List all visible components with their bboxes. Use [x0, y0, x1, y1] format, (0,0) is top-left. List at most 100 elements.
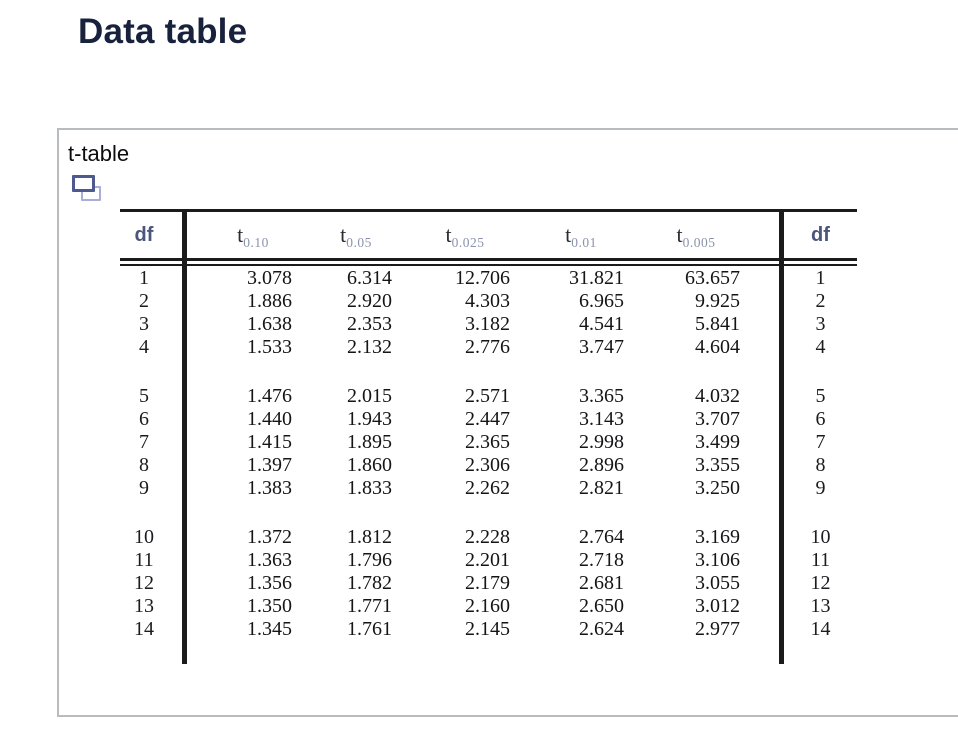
header-df-left: df: [134, 223, 154, 246]
t-value-cell: 9.925: [695, 290, 740, 312]
tail-zone: [740, 454, 779, 477]
df-cell-right: 3: [815, 313, 826, 335]
t-value-cell: 2.764: [579, 526, 624, 548]
t-table-header-row: df t0.10 t0.05 t0.025 t0.01 t0.005 df: [120, 212, 857, 258]
t-value-cell: 2.353: [347, 313, 392, 335]
df-cell-right: 8: [815, 454, 826, 476]
t-value-cell: 4.541: [579, 313, 624, 335]
df-cell-right: 2: [815, 290, 826, 312]
t-value-cell: 1.833: [347, 477, 392, 499]
t-value-cell: 2.681: [579, 572, 624, 594]
table-row: 2 1.886 2.920 4.303 6.965 9.925 2: [120, 290, 857, 313]
t-value-cell: 2.650: [579, 595, 624, 617]
table-row: 13 1.350 1.771 2.160 2.650 3.012 13: [120, 595, 857, 618]
df-cell-left: 2: [139, 290, 149, 312]
header-t-0.10: t0.10: [237, 222, 269, 250]
t-value-cell: 3.747: [579, 336, 624, 358]
df-cell-left: 6: [139, 408, 149, 430]
t-value-cell: 3.055: [695, 572, 740, 594]
t-value-cell: 1.771: [347, 595, 392, 617]
tail-zone: [740, 595, 779, 618]
t-value-cell: 2.896: [579, 454, 624, 476]
t-table-row-group: 10 1.372 1.812 2.228 2.764 3.169 10 11 1.363 1.79…: [120, 526, 857, 641]
t-value-cell: 1.440: [247, 408, 292, 430]
tail-zone: [740, 267, 779, 290]
df-cell-left: 5: [139, 385, 149, 407]
t-value-cell: 1.356: [247, 572, 292, 594]
t-value-cell: 2.998: [579, 431, 624, 453]
df-cell-left: 14: [134, 618, 154, 640]
tail-zone: [740, 549, 779, 572]
df-cell-right: 11: [810, 549, 831, 571]
df-cell-right: 7: [815, 431, 826, 453]
page-title: Data table: [78, 12, 248, 51]
df-cell-right: 10: [810, 526, 831, 548]
copy-icon[interactable]: [72, 175, 102, 202]
t-value-cell: 3.355: [695, 454, 740, 476]
t-value-cell: 1.812: [347, 526, 392, 548]
t-value-cell: 4.303: [465, 290, 510, 312]
tail-zone: [740, 336, 779, 359]
df-cell-left: 8: [139, 454, 149, 476]
df-cell-right: 14: [810, 618, 831, 640]
t-value-cell: 1.372: [247, 526, 292, 548]
t-value-cell: 2.262: [465, 477, 510, 499]
df-cell-left: 4: [139, 336, 149, 358]
t-value-cell: 6.965: [579, 290, 624, 312]
df-cell-left: 9: [139, 477, 149, 499]
table-header-double-rule: [120, 258, 857, 266]
table-row: 14 1.345 1.761 2.145 2.624 2.977 14: [120, 618, 857, 641]
t-value-cell: 3.106: [695, 549, 740, 571]
table-row: 3 1.638 2.353 3.182 4.541 5.841 3: [120, 313, 857, 336]
df-cell-right: 5: [815, 385, 826, 407]
table-row: 12 1.356 1.782 2.179 2.681 3.055 12: [120, 572, 857, 595]
header-df-right: df: [811, 223, 830, 246]
t-value-cell: 2.306: [465, 454, 510, 476]
df-cell-left: 3: [139, 313, 149, 335]
header-t-0.005: t0.005: [676, 222, 716, 250]
df-cell-left: 1: [139, 267, 149, 289]
tail-zone: [740, 385, 779, 408]
tail-zone: [740, 572, 779, 595]
header-t-0.05: t0.05: [340, 222, 372, 250]
copy-icon-front-rect: [72, 175, 95, 192]
panel-title: t-table: [68, 141, 130, 166]
table-vertical-rule-left: [182, 209, 187, 664]
t-value-cell: 2.179: [465, 572, 510, 594]
table-row: 10 1.372 1.812 2.228 2.764 3.169 10: [120, 526, 857, 549]
t-table-panel: t-table df t0.10 t0.05 t0.025 t0.01 t0.0…: [57, 128, 958, 717]
t-value-cell: 2.718: [579, 549, 624, 571]
t-value-cell: 1.638: [247, 313, 292, 335]
df-cell-left: 7: [139, 431, 149, 453]
t-table-row-group: 5 1.476 2.015 2.571 3.365 4.032 5 6 1.440 1.943 2.…: [120, 385, 857, 500]
table-row: 8 1.397 1.860 2.306 2.896 3.355 8: [120, 454, 857, 477]
t-value-cell: 2.920: [347, 290, 392, 312]
table-row: 1 3.078 6.314 12.706 31.821 63.657 1: [120, 267, 857, 290]
df-cell-left: 11: [134, 549, 154, 571]
df-cell-right: 6: [815, 408, 826, 430]
table-row: 11 1.363 1.796 2.201 2.718 3.106 11: [120, 549, 857, 572]
df-cell-right: 12: [810, 572, 831, 594]
header-t-0.025: t0.025: [445, 222, 485, 250]
table-row: 6 1.440 1.943 2.447 3.143 3.707 6: [120, 408, 857, 431]
t-value-cell: 2.977: [695, 618, 740, 640]
t-value-cell: 2.365: [465, 431, 510, 453]
table-top-rule: [120, 209, 857, 212]
t-table-body: 1 3.078 6.314 12.706 31.821 63.657 1 2 1.886 2.92…: [120, 266, 857, 641]
t-value-cell: 1.886: [247, 290, 292, 312]
t-value-cell: 4.604: [695, 336, 740, 358]
t-value-cell: 1.350: [247, 595, 292, 617]
t-value-cell: 2.201: [465, 549, 510, 571]
t-value-cell: 1.782: [347, 572, 392, 594]
t-value-cell: 2.228: [465, 526, 510, 548]
t-value-cell: 3.250: [695, 477, 740, 499]
t-value-cell: 4.032: [695, 385, 740, 407]
df-cell-left: 12: [134, 572, 154, 594]
t-value-cell: 1.761: [347, 618, 392, 640]
t-value-cell: 1.943: [347, 408, 392, 430]
t-value-cell: 2.160: [465, 595, 510, 617]
t-value-cell: 2.132: [347, 336, 392, 358]
t-value-cell: 31.821: [569, 267, 624, 289]
t-value-cell: 1.383: [247, 477, 292, 499]
